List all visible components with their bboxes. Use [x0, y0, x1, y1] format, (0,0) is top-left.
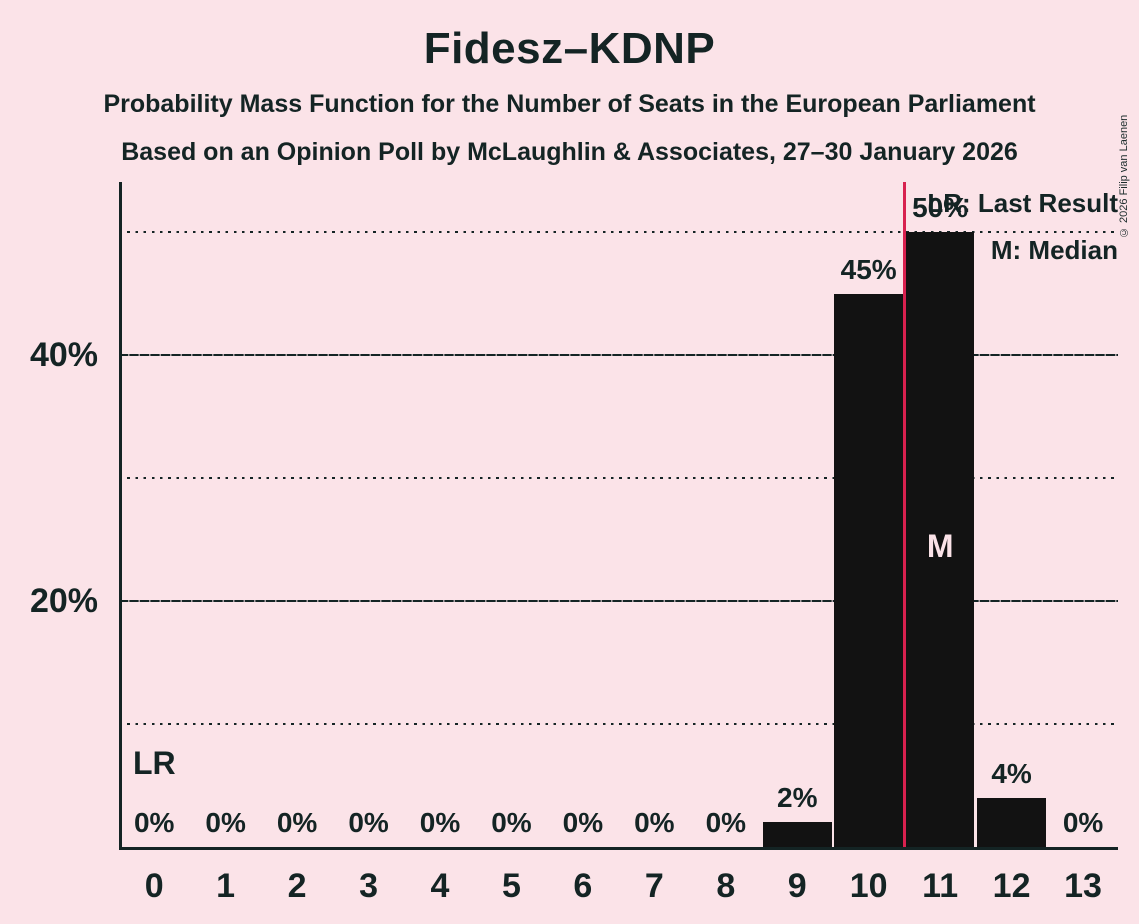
x-axis-label-13: 13 [1064, 867, 1102, 905]
bar-value-label-2: 0% [276, 807, 318, 838]
bar-value-label-1: 0% [205, 807, 246, 838]
median-marker: M [926, 527, 954, 564]
bar-value-label-3: 0% [348, 807, 389, 838]
bar-value-label-7: 0% [634, 807, 675, 838]
bar-seat-10 [834, 293, 903, 847]
bar-value-label-4: 0% [419, 807, 461, 838]
last-result-axis-label: LR [133, 745, 176, 781]
gridline-40pct [119, 354, 1118, 356]
x-axis-label-1: 1 [216, 867, 236, 905]
x-axis-label-7: 7 [644, 867, 664, 905]
gridline-50pct [119, 231, 1118, 233]
y-axis-label-40pct: 40% [29, 336, 98, 374]
last-result-line [902, 182, 906, 847]
x-axis-label-4: 4 [430, 867, 450, 905]
legend-last-result: LR: Last Result [927, 188, 1118, 218]
chart-title: Fidesz–KDNP [423, 24, 716, 73]
bar-value-label-8: 0% [705, 807, 747, 838]
y-axis-line [119, 182, 122, 847]
gridline-10pct [119, 723, 1118, 725]
x-axis-label-6: 6 [573, 867, 593, 905]
chart-subtitle-line2: Based on an Opinion Poll by McLaughlin &… [121, 138, 1018, 166]
x-axis-label-5: 5 [501, 867, 521, 905]
bar-value-label-11: 50% [912, 192, 969, 223]
bar-seat-9 [763, 822, 832, 847]
x-axis-label-3: 3 [359, 867, 378, 905]
bar-value-label-9: 2% [777, 782, 818, 814]
bar-value-label-10: 45% [840, 253, 897, 285]
x-axis-line [119, 847, 1118, 850]
bar-value-label-12: 4% [991, 757, 1032, 789]
gridline-20pct [119, 600, 1118, 602]
x-axis-label-12: 12 [992, 867, 1031, 905]
x-axis-label-9: 9 [787, 867, 807, 905]
bar-value-label-6: 0% [562, 807, 604, 838]
legend-median: M: Median [990, 235, 1118, 265]
x-axis-label-11: 11 [922, 867, 959, 905]
bar-value-label-13: 0% [1062, 807, 1104, 838]
bar-value-label-0: 0% [133, 807, 175, 838]
bar-seat-11 [905, 232, 975, 847]
x-axis-label-10: 10 [849, 867, 888, 905]
bar-value-label-5: 0% [491, 807, 532, 838]
x-axis-label-2: 2 [287, 867, 307, 905]
y-axis-label-20pct: 20% [29, 582, 98, 620]
bar-seat-12 [977, 797, 1046, 847]
gridline-30pct [119, 477, 1118, 479]
chart-subtitle-line1: Probability Mass Function for the Number… [103, 90, 1036, 118]
x-axis-label-8: 8 [716, 867, 736, 905]
x-axis-label-0: 0 [144, 867, 164, 905]
